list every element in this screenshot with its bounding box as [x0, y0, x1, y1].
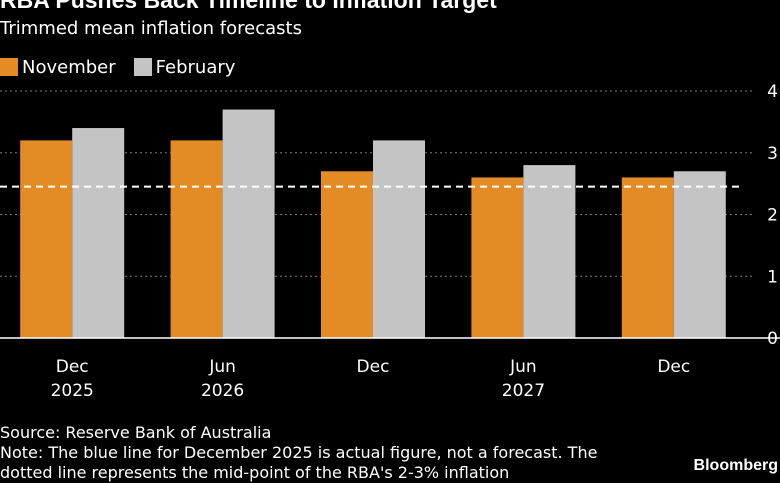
y-tick-label: 1: [767, 267, 778, 287]
x-tick-label: Dec: [657, 357, 690, 377]
legend-item-november: November: [0, 57, 116, 78]
x-tick-label: Dec: [357, 357, 390, 377]
x-tick-label: Jun: [509, 357, 537, 377]
bar-chart: 0 1 2 3 4 Dec 2025 Jun 2026 Dec Jun 2027 Dec: [0, 82, 780, 401]
bar-november: [20, 140, 73, 338]
bar-november: [321, 171, 373, 338]
source-note: Source: Reserve Bank of Australia: [0, 423, 272, 442]
chart-title: RBA Pushes Back Timeline to Inflation Ta…: [0, 0, 497, 13]
y-tick-label: 0: [767, 329, 778, 349]
footnote: Note: The blue line for December 2025 is…: [0, 443, 760, 483]
legend-label-february: February: [155, 56, 236, 78]
bar-november: [471, 177, 524, 338]
legend-swatch-november: [0, 58, 18, 76]
legend-swatch-february: [133, 58, 152, 76]
y-tick-label: 4: [767, 82, 778, 102]
y-tick-label: 2: [767, 206, 778, 226]
legend-item-february: February: [133, 56, 236, 78]
chart-subtitle: Trimmed mean inflation forecasts: [0, 18, 302, 39]
bar-february: [373, 140, 425, 338]
x-tick-label-year: 2026: [201, 381, 244, 401]
bar-february: [222, 109, 275, 339]
legend-label-november: November: [22, 56, 116, 78]
x-tick-label-year: 2027: [502, 381, 545, 401]
bar-february: [523, 165, 576, 338]
footnote-line-2: dotted line represents the mid-point of …: [0, 463, 510, 482]
y-tick-label: 3: [767, 144, 778, 164]
footnote-line-1: Note: The blue line for December 2025 is…: [0, 443, 598, 462]
x-tick-label: Dec: [56, 357, 89, 377]
bar-february: [72, 128, 125, 338]
bar-february: [673, 171, 726, 338]
bar-november: [170, 140, 223, 338]
x-tick-label-year: 2025: [51, 381, 94, 401]
x-tick-label: Jun: [208, 357, 236, 377]
bloomberg-logo: Bloomberg: [693, 457, 778, 474]
bar-november: [621, 177, 674, 338]
chart-legend: November February: [0, 55, 253, 79]
